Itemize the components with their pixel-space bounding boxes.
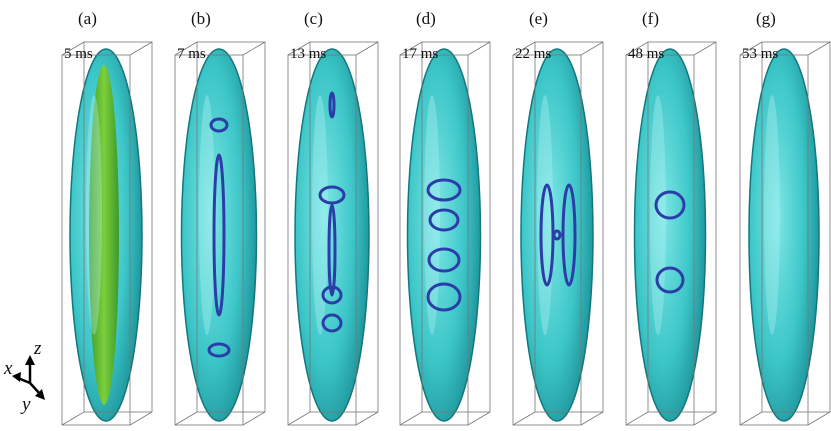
droplet bbox=[408, 49, 481, 421]
time-label: 48 ms bbox=[628, 46, 664, 62]
panel: (g) 53 ms bbox=[740, 9, 830, 425]
box-edge bbox=[808, 412, 830, 425]
panel-label: (g) bbox=[756, 9, 776, 28]
box-edge bbox=[468, 42, 490, 55]
box-edge bbox=[581, 42, 603, 55]
time-label: 5 ms bbox=[64, 46, 93, 62]
box-edge bbox=[243, 42, 265, 55]
droplet bbox=[295, 49, 369, 421]
axis-label: z bbox=[33, 338, 42, 359]
box-edge bbox=[626, 412, 648, 425]
box-edge bbox=[130, 412, 152, 425]
highlight bbox=[199, 95, 215, 335]
panel-label: (f) bbox=[642, 9, 659, 28]
axis-triad: z x y bbox=[3, 338, 45, 415]
box-edge bbox=[808, 42, 830, 55]
droplet bbox=[521, 49, 593, 421]
droplet bbox=[182, 49, 257, 421]
panel: (e) 22 ms bbox=[513, 9, 603, 425]
droplet bbox=[635, 49, 706, 421]
box-edge bbox=[62, 412, 84, 425]
highlight bbox=[86, 95, 102, 335]
highlight bbox=[537, 95, 553, 335]
panel: (a) 5 ms bbox=[62, 9, 152, 425]
time-label: 22 ms bbox=[515, 46, 551, 62]
panel-label: (b) bbox=[191, 9, 211, 28]
panel-label: (c) bbox=[304, 9, 323, 28]
figure: z x y (a) 5 ms (b) 7 ms (c) 13 ms (d) 17 ms (e) 2… bbox=[0, 0, 831, 431]
time-label: 7 ms bbox=[177, 46, 206, 62]
panel: (d) 17 ms bbox=[400, 9, 490, 425]
time-label: 13 ms bbox=[290, 46, 326, 62]
panel: (f) 48 ms bbox=[626, 9, 716, 425]
box-edge bbox=[130, 42, 152, 55]
box-edge bbox=[513, 412, 535, 425]
panel-label: (e) bbox=[529, 9, 548, 28]
panel-label: (d) bbox=[416, 9, 436, 28]
box-edge bbox=[288, 412, 310, 425]
highlight bbox=[764, 95, 780, 335]
box-edge bbox=[243, 412, 265, 425]
box-edge bbox=[694, 42, 716, 55]
box-edge bbox=[694, 412, 716, 425]
droplet bbox=[749, 49, 819, 421]
box-edge bbox=[581, 412, 603, 425]
axis-label: y bbox=[20, 394, 31, 415]
panel: (c) 13 ms bbox=[288, 9, 378, 425]
box-edge bbox=[740, 412, 762, 425]
time-label: 53 ms bbox=[742, 46, 778, 62]
axis-label: x bbox=[3, 358, 13, 379]
box-edge bbox=[468, 412, 490, 425]
panel: (b) 7 ms bbox=[175, 9, 265, 425]
box-edge bbox=[400, 412, 422, 425]
box-edge bbox=[356, 42, 378, 55]
box-edge bbox=[356, 412, 378, 425]
time-label: 17 ms bbox=[402, 46, 438, 62]
panel-label: (a) bbox=[78, 9, 97, 28]
box-edge bbox=[175, 412, 197, 425]
